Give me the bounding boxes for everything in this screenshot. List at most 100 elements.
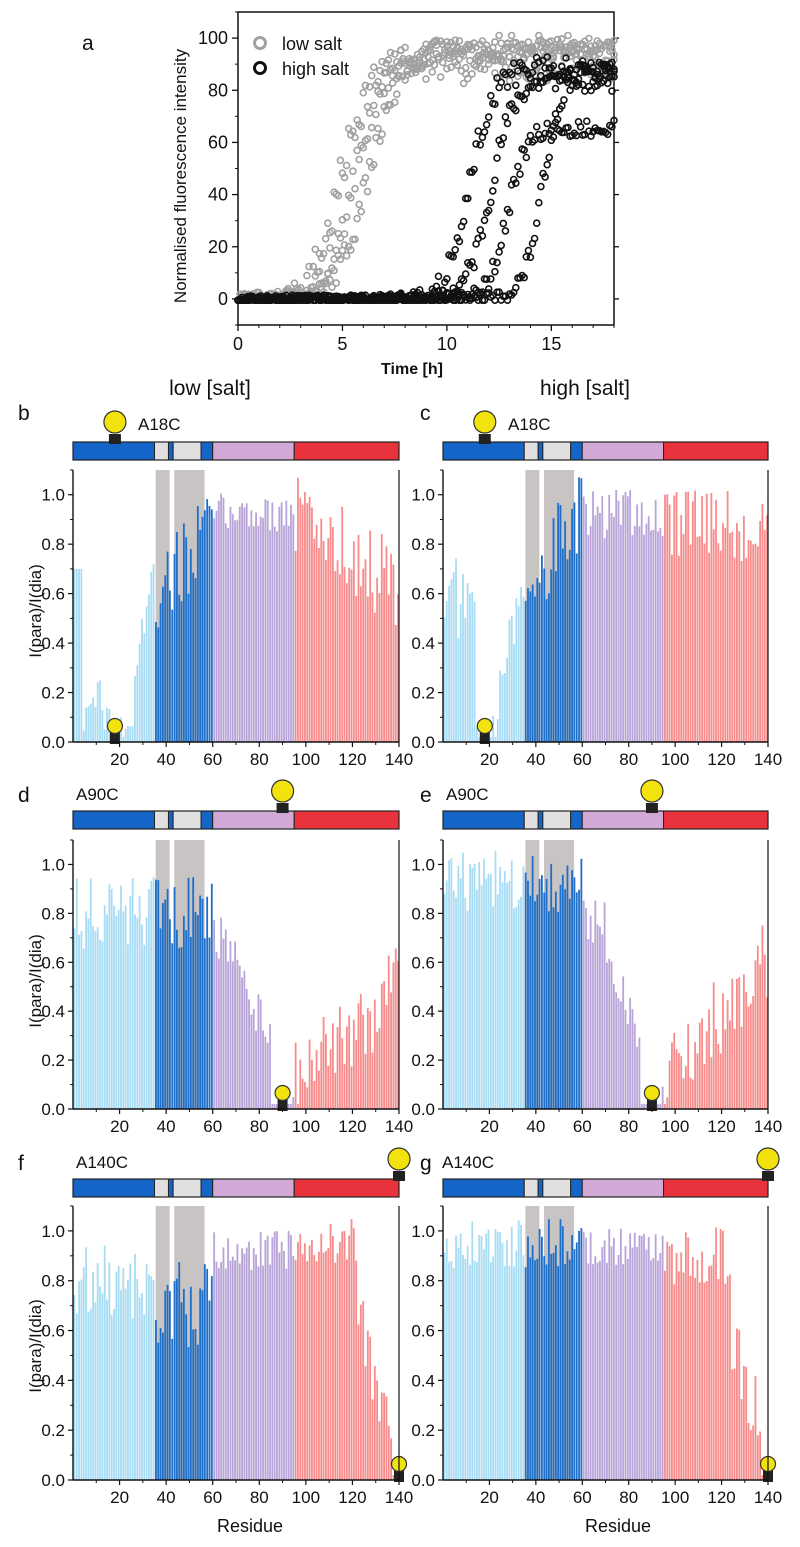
bar: [619, 524, 622, 742]
bar: [675, 1049, 678, 1109]
data-point: [532, 219, 541, 227]
bar: [515, 907, 518, 1109]
bar: [610, 961, 613, 1109]
data-point: [509, 175, 518, 184]
bar: [599, 926, 601, 1109]
y-axis-label: Normalised fluorescence intensity: [171, 48, 190, 303]
bar: [527, 880, 529, 1109]
bar: [269, 1264, 271, 1480]
bar: [185, 537, 188, 742]
bar: [80, 568, 83, 742]
bar: [608, 494, 611, 742]
bar: [541, 1236, 543, 1480]
y-tick-label: 0.8: [41, 904, 65, 923]
data-point: [603, 79, 612, 88]
bar: [311, 507, 313, 742]
x-tick-label: 40: [526, 750, 545, 769]
bar: [673, 1284, 676, 1480]
data-point: [346, 194, 355, 202]
bar: [664, 494, 666, 742]
bar: [740, 1399, 743, 1480]
bar: [264, 499, 267, 742]
bar: [278, 506, 281, 742]
bar: [557, 1266, 560, 1480]
bar: [622, 1264, 625, 1480]
bar: [554, 1245, 557, 1480]
bar: [148, 889, 150, 1109]
bar: [266, 500, 269, 742]
bar: [385, 1396, 388, 1480]
data-point: [511, 283, 520, 292]
bar: [589, 525, 592, 742]
bar: [599, 512, 601, 742]
bar: [761, 503, 764, 742]
bar: [705, 1281, 708, 1480]
bar: [592, 491, 594, 742]
bar: [241, 977, 243, 1109]
spin-label-stem: [645, 803, 658, 813]
bar: [534, 596, 536, 742]
bar: [603, 1240, 606, 1480]
data-point: [459, 79, 468, 88]
y-tick-label: 1.0: [41, 855, 65, 874]
bar: [729, 1020, 731, 1109]
y-axis-label-b: I(para)/I(dia): [26, 564, 45, 658]
bar: [715, 1227, 717, 1480]
data-point: [328, 227, 336, 235]
data-point: [507, 31, 516, 40]
bar: [234, 520, 236, 742]
data-point: [486, 275, 495, 283]
bar: [596, 924, 599, 1109]
y-tick-label: 0.6: [41, 585, 65, 604]
bar: [122, 737, 125, 742]
bar: [554, 571, 557, 742]
bar: [387, 594, 390, 742]
bar: [520, 896, 522, 1109]
data-point: [453, 44, 462, 53]
bar: [266, 1042, 269, 1109]
bar: [297, 1104, 299, 1109]
legend-label-low-salt: low salt: [282, 34, 342, 54]
bar: [294, 1259, 297, 1480]
bar: [731, 531, 734, 742]
data-point: [463, 74, 472, 83]
bar: [668, 504, 671, 742]
bar: [705, 1031, 708, 1109]
bar: [443, 617, 446, 742]
bar: [276, 531, 278, 742]
bar: [369, 1011, 372, 1109]
data-point: [514, 67, 522, 75]
data-point: [595, 49, 604, 58]
bar: [668, 1060, 671, 1109]
domain-segment: [570, 810, 583, 830]
bar: [103, 1245, 106, 1480]
bar: [352, 541, 355, 742]
bar: [687, 1237, 690, 1480]
pre-plot-d: 0.0 0.2 0.4 0.6 0.8 1.0 20 40 60 80 100 120 140: [41, 779, 413, 1136]
data-point: [478, 37, 487, 45]
bar: [373, 1366, 376, 1480]
y-tick-label: 0.8: [41, 1272, 65, 1291]
data-point: [459, 217, 468, 226]
bar: [362, 568, 365, 742]
bar: [164, 1290, 167, 1480]
domain-segment: [581, 441, 665, 461]
bar: [173, 553, 176, 742]
label-site-e: A90C: [446, 785, 489, 804]
bar: [243, 970, 246, 1109]
data-point: [470, 165, 478, 174]
bar: [294, 1042, 297, 1109]
data-point: [401, 43, 409, 52]
bar: [578, 477, 580, 742]
bar: [390, 1438, 393, 1480]
bar: [596, 1262, 599, 1480]
y-tick-label: 0.0: [411, 1100, 435, 1119]
bar: [82, 1267, 85, 1480]
bar: [392, 564, 395, 742]
bar: [708, 1266, 710, 1480]
data-point: [484, 206, 493, 215]
bar: [392, 962, 395, 1109]
bar: [677, 1052, 680, 1109]
bar: [250, 1269, 253, 1480]
bar: [143, 944, 146, 1109]
